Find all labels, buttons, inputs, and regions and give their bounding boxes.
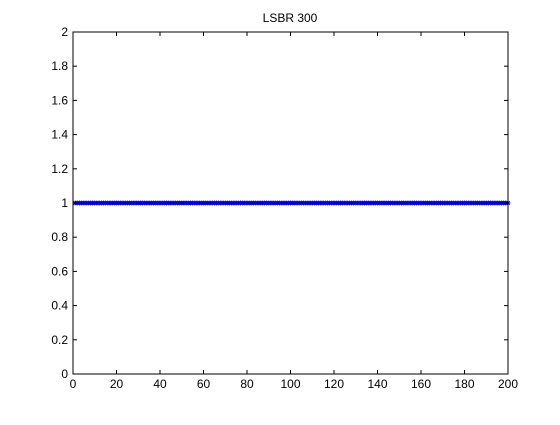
y-tick-label: 1.2: [51, 162, 68, 176]
x-tick-label: 140: [367, 377, 387, 391]
x-tick-label: 60: [197, 377, 211, 391]
x-tick-label: 180: [454, 377, 474, 391]
y-tick-label: 1.8: [51, 59, 68, 73]
x-tick-label: 20: [110, 377, 124, 391]
x-tick-label: 80: [240, 377, 254, 391]
axes-layer: 0 20 40 60 80 100 120 140 160 180 200 0 0.2 0.4 0.6 0.8…: [51, 25, 518, 391]
x-tick-label: 120: [324, 377, 344, 391]
chart-title: LSBR 300: [263, 11, 318, 25]
x-tick-label: 200: [498, 377, 518, 391]
series-layer: [72, 200, 511, 206]
y-tick-label: 1: [61, 196, 68, 210]
x-tick-label: 0: [70, 377, 77, 391]
y-tick-label: 0.4: [51, 299, 68, 313]
x-tick-label: 40: [153, 377, 167, 391]
y-tick-label: 2: [61, 25, 68, 39]
y-tick-label: 1.4: [51, 128, 68, 142]
x-tick-label: 160: [411, 377, 431, 391]
y-tick-label: 1.6: [51, 93, 68, 107]
y-tick-label: 0: [61, 367, 68, 381]
y-tick-label: 0.8: [51, 230, 68, 244]
y-tick-label: 0.2: [51, 333, 68, 347]
x-tick-label: 100: [280, 377, 300, 391]
series-0: [72, 200, 511, 206]
y-tick-label: 0.6: [51, 264, 68, 278]
